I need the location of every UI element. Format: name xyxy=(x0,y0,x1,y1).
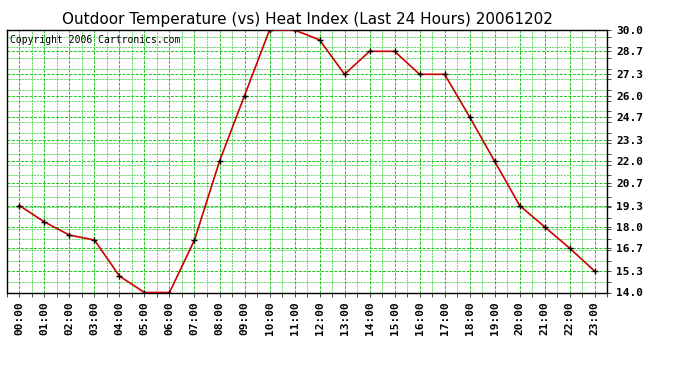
Text: Copyright 2006 Cartronics.com: Copyright 2006 Cartronics.com xyxy=(10,35,180,45)
Title: Outdoor Temperature (vs) Heat Index (Last 24 Hours) 20061202: Outdoor Temperature (vs) Heat Index (Las… xyxy=(61,12,553,27)
